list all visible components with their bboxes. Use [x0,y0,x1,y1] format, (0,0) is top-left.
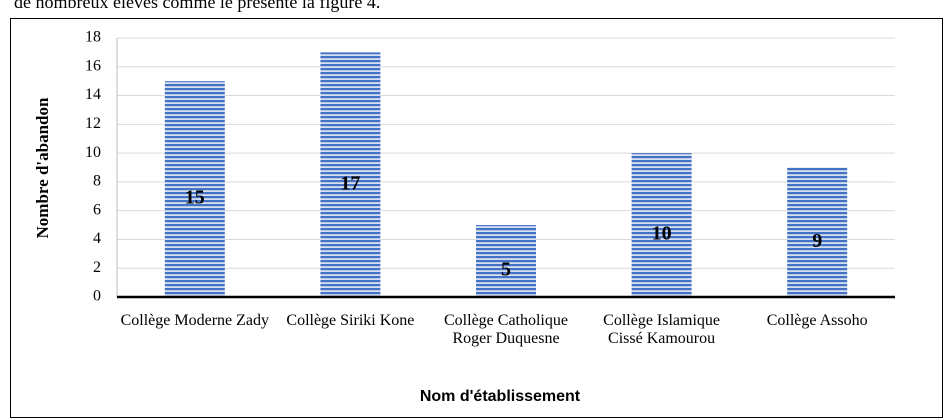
x-tick-label: Collège Assoho [766,312,868,329]
y-tick-label: 14 [85,86,101,103]
x-tick-label: Collège Islamique Cissé Kamourou [603,312,721,347]
y-tick-label: 18 [85,29,101,46]
bar [164,81,225,298]
y-tick-label: 2 [93,259,101,276]
data-label: 17 [340,172,360,194]
bar [320,52,381,298]
data-label: 5 [501,259,511,281]
data-label: 15 [185,187,205,209]
chart-frame [10,18,943,418]
bar [476,225,536,297]
y-tick-label: 6 [93,201,101,218]
y-tick-label: 16 [85,57,101,74]
bar [631,153,692,297]
data-label: 10 [652,223,672,245]
y-tick-label: 0 [93,288,101,305]
y-tick-label: 4 [93,230,101,247]
x-tick-label: Collège Moderne Zady [120,312,269,329]
x-tick-label: Collège Catholique Roger Duquesne [444,312,568,347]
text-above: de nombreux élèves comme le présente la … [14,0,380,12]
y-axis-label: Nombre d'abandon [33,97,52,238]
y-tick-label: 12 [85,115,101,132]
data-label: 9 [812,230,822,252]
bar [787,167,848,297]
y-tick-label: 10 [85,144,101,161]
y-tick-label: 8 [93,173,101,190]
x-axis-label: Nom d'établissement [420,388,581,405]
x-tick-label: Collège Siriki Kone [286,312,415,329]
